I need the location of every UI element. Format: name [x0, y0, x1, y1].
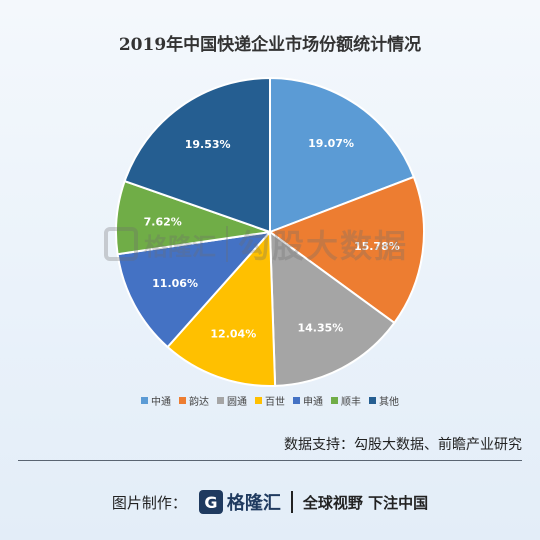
footer-divider	[290, 491, 293, 513]
pie-slice-申通	[116, 230, 273, 349]
legend-swatch	[331, 397, 338, 404]
legend-swatch	[369, 397, 376, 404]
data-label-中通: 19.07%	[308, 137, 354, 150]
data-label-其他: 19.53%	[185, 138, 231, 151]
legend-label: 中通	[151, 397, 171, 408]
pie-slice-其他	[123, 76, 271, 234]
legend-item-顺丰: 顺丰	[331, 393, 361, 408]
legend-item-圆通: 圆通	[217, 393, 247, 408]
divider-line	[18, 460, 522, 461]
legend-label: 圆通	[227, 397, 247, 408]
legend-item-百世: 百世	[255, 393, 285, 408]
legend-label: 韵达	[189, 397, 209, 408]
brand-logo-icon: G	[198, 490, 223, 514]
legend-label: 其他	[379, 397, 399, 408]
data-label-顺丰: 7.62%	[144, 216, 182, 229]
data-label-申通: 11.06%	[152, 277, 198, 290]
chart-title: 2019年中国快递企业市场份额统计情况	[118, 35, 422, 55]
pie-slice-圆通	[268, 229, 396, 387]
pie-slice-中通	[269, 76, 416, 234]
footer-brand: 格隆汇	[226, 493, 281, 514]
watermark-text: 勾股大数据	[238, 227, 409, 265]
pie-slice-百世	[166, 229, 277, 387]
legend-item-申通: 申通	[293, 393, 323, 408]
footer-logo: G 格隆汇	[198, 489, 281, 515]
footer-label: 图片制作：	[111, 493, 187, 512]
watermark-brand: 格隆汇	[144, 232, 216, 261]
pie-slice-韵达	[267, 175, 425, 325]
legend-swatch	[255, 397, 262, 404]
data-label-百世: 12.04%	[210, 327, 256, 340]
legend-swatch	[293, 397, 300, 404]
legend-label: 顺丰	[341, 397, 361, 408]
watermark-divider	[226, 226, 228, 262]
footer-slogan: 全球视野 下注中国	[302, 493, 429, 512]
watermark-logo-icon	[104, 227, 138, 261]
legend-item-其他: 其他	[369, 393, 399, 408]
watermark: 格隆汇 勾股大数据	[104, 222, 444, 266]
data-label-韵达: 15.78%	[354, 240, 400, 253]
legend-swatch	[217, 397, 224, 404]
legend-item-韵达: 韵达	[179, 393, 209, 408]
legend-swatch	[179, 397, 186, 404]
chart-legend: 中通 韵达 圆通 百世 申通 顺丰 其他	[0, 393, 540, 408]
legend-label: 百世	[265, 397, 285, 408]
legend-item-中通: 中通	[141, 393, 171, 408]
legend-label: 申通	[303, 397, 323, 408]
legend-swatch	[141, 397, 148, 404]
data-source: 数据支持：勾股大数据、前瞻产业研究	[284, 437, 522, 453]
footer: 图片制作： G 格隆汇 全球视野 下注中国	[0, 484, 540, 520]
data-label-圆通: 14.35%	[297, 321, 343, 334]
